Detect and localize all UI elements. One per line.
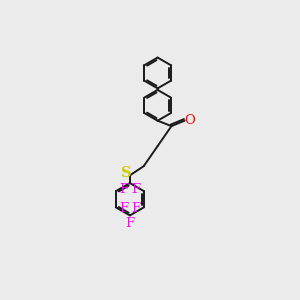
Text: O: O (184, 114, 195, 127)
Text: F: F (119, 202, 128, 215)
Text: F: F (119, 183, 128, 196)
Text: F: F (132, 183, 141, 196)
Text: S: S (121, 166, 131, 180)
Text: F: F (132, 202, 141, 215)
Text: F: F (125, 217, 134, 230)
